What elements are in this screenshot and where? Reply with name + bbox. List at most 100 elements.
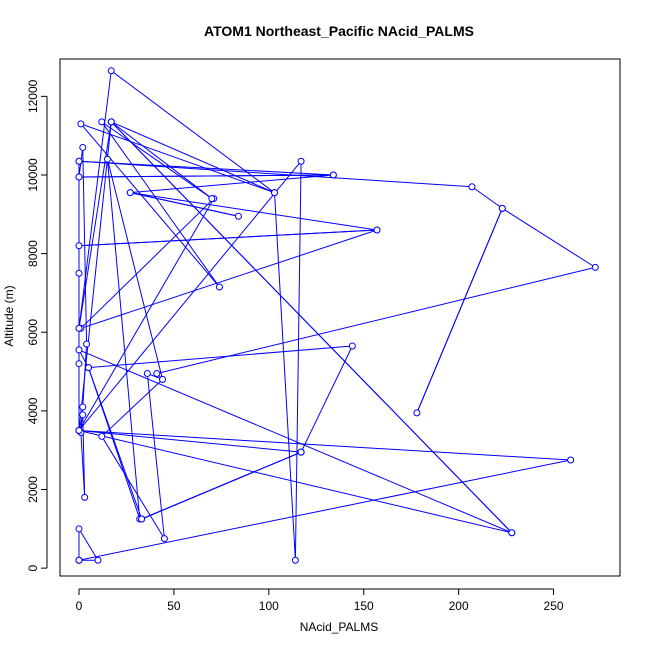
y-tick-label: 0 <box>26 564 40 571</box>
chart-title: ATOM1 Northeast_Pacific NAcid_PALMS <box>204 23 474 39</box>
series-segment <box>78 430 512 534</box>
data-point <box>126 189 134 197</box>
data-point <box>75 346 83 354</box>
data-point <box>83 340 91 348</box>
data-point <box>107 118 115 126</box>
series-segment <box>80 123 220 288</box>
x-tick-label: 150 <box>354 599 374 613</box>
data-point <box>508 529 516 537</box>
series-segment <box>106 159 163 380</box>
series-segment <box>471 186 503 209</box>
data-point <box>75 269 83 277</box>
x-axis: 0 50 100 150 200 250 <box>76 588 564 613</box>
data-point <box>75 157 83 165</box>
y-axis: 0 2000 4000 6000 8000 10000 12000 <box>26 79 48 571</box>
y-tick-label: 12000 <box>26 79 40 113</box>
series-segment <box>111 121 275 194</box>
data-point <box>75 427 83 435</box>
series-segment <box>88 345 353 369</box>
series-segment <box>130 192 378 231</box>
data-point <box>77 120 85 128</box>
plot-frame <box>59 58 621 577</box>
series-segment <box>78 70 112 329</box>
series-segment <box>78 528 99 561</box>
data-point <box>413 409 421 417</box>
data-point <box>208 195 216 203</box>
x-tick-label: 100 <box>259 599 279 613</box>
data-point <box>498 204 506 212</box>
data-point <box>348 342 356 350</box>
series-segment <box>141 451 302 520</box>
series-segment <box>101 379 163 437</box>
data-point <box>75 324 83 332</box>
data-point <box>329 171 337 179</box>
series-lines <box>78 70 596 561</box>
series-segment <box>80 198 215 329</box>
series-segment <box>80 432 86 498</box>
series-segment <box>78 430 302 453</box>
data-point <box>567 456 575 464</box>
data-point <box>103 155 111 163</box>
series-segment <box>78 430 571 461</box>
data-point <box>143 370 151 378</box>
x-tick-label: 50 <box>167 599 181 613</box>
series-segment <box>274 192 296 561</box>
data-point <box>79 403 87 411</box>
series-segment <box>101 121 220 288</box>
series-segment <box>110 121 513 534</box>
data-point <box>271 189 279 197</box>
x-tick-label: 0 <box>76 599 83 613</box>
y-tick-label: 4000 <box>26 397 40 424</box>
x-axis-label: NAcid_PALMS <box>300 620 378 634</box>
data-point <box>159 375 167 383</box>
data-point <box>75 173 83 181</box>
data-point <box>98 118 106 126</box>
data-point <box>297 157 305 165</box>
series-segment <box>110 70 275 194</box>
series-segment <box>101 121 213 199</box>
data-point <box>107 67 115 75</box>
series-segment <box>106 159 141 520</box>
data-point <box>291 556 299 564</box>
series-segment <box>78 459 571 561</box>
data-point <box>138 515 146 523</box>
y-tick-label: 10000 <box>26 158 40 192</box>
y-tick-label: 2000 <box>26 476 40 503</box>
series-segment <box>130 192 239 217</box>
data-point <box>79 411 87 419</box>
y-tick-label: 6000 <box>26 319 40 346</box>
series-segment <box>78 160 472 188</box>
data-point <box>297 448 305 456</box>
data-point <box>98 432 106 440</box>
data-point <box>94 556 102 564</box>
data-point <box>75 525 83 533</box>
x-tick-label: 250 <box>544 599 564 613</box>
series-segment <box>294 161 302 561</box>
data-point <box>79 143 87 151</box>
y-axis-label: Altitude (m) <box>2 285 16 346</box>
series-segment <box>78 121 112 431</box>
y-tick-label: 8000 <box>26 240 40 267</box>
series-segment <box>502 207 596 268</box>
data-point <box>373 226 381 234</box>
data-point <box>234 212 242 220</box>
series-segment <box>80 123 275 194</box>
data-point <box>75 360 83 368</box>
series-segment <box>300 345 353 453</box>
data-point <box>75 242 83 250</box>
data-point <box>153 370 161 378</box>
series-points <box>75 67 599 564</box>
series-segment <box>416 208 503 414</box>
data-point <box>215 283 223 291</box>
series-segment <box>110 121 213 199</box>
series-segment <box>88 367 143 520</box>
data-point <box>81 493 89 501</box>
data-point <box>84 364 92 372</box>
series-segment <box>80 229 378 329</box>
data-point <box>75 556 83 564</box>
series-segment <box>78 160 302 431</box>
x-tick-label: 200 <box>449 599 469 613</box>
series-segment <box>101 436 165 539</box>
data-point <box>468 183 476 191</box>
